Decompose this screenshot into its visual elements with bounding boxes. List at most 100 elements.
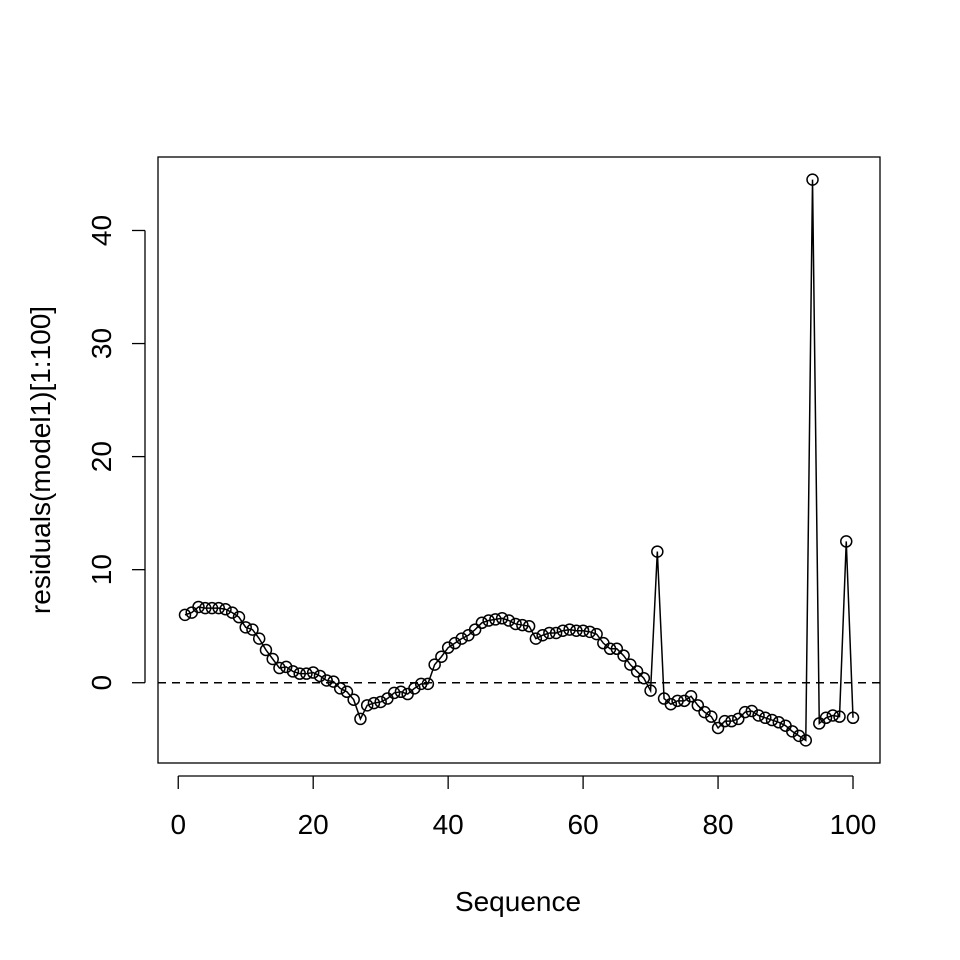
data-point bbox=[198, 601, 212, 615]
data-point bbox=[340, 685, 354, 699]
data-point bbox=[279, 660, 293, 674]
data-point bbox=[651, 545, 664, 558]
data-point bbox=[718, 714, 732, 728]
data-point bbox=[273, 661, 286, 675]
data-point bbox=[732, 712, 745, 726]
x-axis: 0 20 40 60 80 100 bbox=[170, 775, 876, 840]
data-point bbox=[306, 666, 320, 679]
data-point bbox=[806, 173, 819, 186]
data-point bbox=[759, 711, 772, 725]
data-point bbox=[421, 677, 435, 691]
data-point bbox=[293, 667, 306, 680]
data-point bbox=[684, 690, 698, 703]
data-point bbox=[246, 623, 259, 636]
x-tick-label: 60 bbox=[568, 809, 599, 840]
data-point bbox=[833, 710, 846, 723]
series-layer bbox=[178, 173, 860, 747]
data-point bbox=[178, 608, 192, 622]
data-point bbox=[617, 649, 630, 662]
data-point bbox=[570, 624, 583, 637]
y-axis: 0 10 20 30 40 bbox=[86, 215, 146, 691]
data-point bbox=[192, 600, 205, 614]
data-point bbox=[327, 675, 340, 688]
data-point bbox=[300, 667, 313, 680]
y-tick-label: 30 bbox=[86, 328, 117, 359]
data-point bbox=[374, 695, 387, 709]
data-point bbox=[333, 682, 347, 695]
data-point bbox=[563, 623, 576, 636]
x-tick-label: 20 bbox=[298, 809, 329, 840]
data-point bbox=[786, 725, 799, 738]
data-point bbox=[387, 686, 401, 700]
data-point bbox=[644, 684, 657, 697]
data-point bbox=[752, 709, 765, 722]
data-point bbox=[313, 669, 327, 683]
data-point bbox=[286, 665, 300, 678]
data-point bbox=[455, 632, 468, 645]
data-point bbox=[475, 616, 489, 630]
data-point bbox=[232, 610, 246, 624]
data-point bbox=[846, 711, 860, 725]
data-point bbox=[219, 602, 232, 616]
data-point bbox=[441, 641, 455, 654]
data-point bbox=[630, 665, 644, 678]
data-point bbox=[239, 621, 252, 634]
data-point bbox=[529, 632, 543, 645]
data-point bbox=[819, 711, 833, 725]
data-point bbox=[664, 697, 678, 711]
data-point bbox=[671, 694, 684, 708]
data-point bbox=[610, 642, 624, 656]
data-point bbox=[637, 671, 651, 685]
data-point bbox=[408, 682, 421, 695]
data-point bbox=[516, 618, 529, 632]
data-point bbox=[354, 712, 367, 726]
data-point bbox=[765, 713, 779, 727]
data-point bbox=[212, 601, 225, 615]
data-point bbox=[698, 705, 711, 719]
x-tick-label: 0 bbox=[170, 809, 186, 840]
data-point bbox=[745, 704, 759, 718]
data-point bbox=[347, 693, 360, 706]
data-point bbox=[252, 632, 266, 645]
y-axis-label: residuals(model1)[1:100] bbox=[25, 306, 56, 614]
data-point bbox=[705, 710, 718, 723]
y-tick-label: 20 bbox=[86, 441, 117, 472]
x-axis-label: Sequence bbox=[455, 886, 581, 917]
data-point bbox=[549, 626, 563, 640]
data-point bbox=[624, 658, 637, 671]
data-point bbox=[711, 721, 725, 735]
data-point bbox=[259, 643, 273, 657]
data-point bbox=[590, 627, 603, 641]
data-point bbox=[367, 696, 381, 710]
data-point bbox=[556, 624, 570, 637]
data-point bbox=[691, 699, 705, 712]
data-point bbox=[502, 614, 516, 627]
data-point bbox=[489, 613, 502, 626]
data-point bbox=[225, 606, 239, 619]
data-point bbox=[360, 699, 374, 712]
y-tick-label: 0 bbox=[86, 675, 117, 691]
data-point bbox=[522, 619, 536, 633]
data-point bbox=[509, 617, 522, 631]
data-point bbox=[840, 535, 853, 548]
data-point bbox=[482, 614, 495, 627]
data-point bbox=[435, 650, 448, 663]
data-point bbox=[414, 677, 428, 691]
data-point bbox=[320, 674, 333, 687]
data-point bbox=[826, 709, 840, 722]
x-tick-label: 40 bbox=[433, 809, 464, 840]
data-point bbox=[495, 612, 509, 625]
data-point bbox=[576, 624, 590, 637]
data-point bbox=[738, 705, 752, 719]
data-point bbox=[394, 685, 408, 699]
x-tick-label: 80 bbox=[702, 809, 733, 840]
data-point bbox=[266, 652, 279, 666]
plot-frame bbox=[157, 156, 881, 764]
y-tick-label: 40 bbox=[86, 215, 117, 246]
data-point bbox=[799, 734, 813, 747]
data-point bbox=[468, 623, 482, 636]
data-point bbox=[725, 714, 738, 728]
plot-area bbox=[157, 156, 881, 764]
